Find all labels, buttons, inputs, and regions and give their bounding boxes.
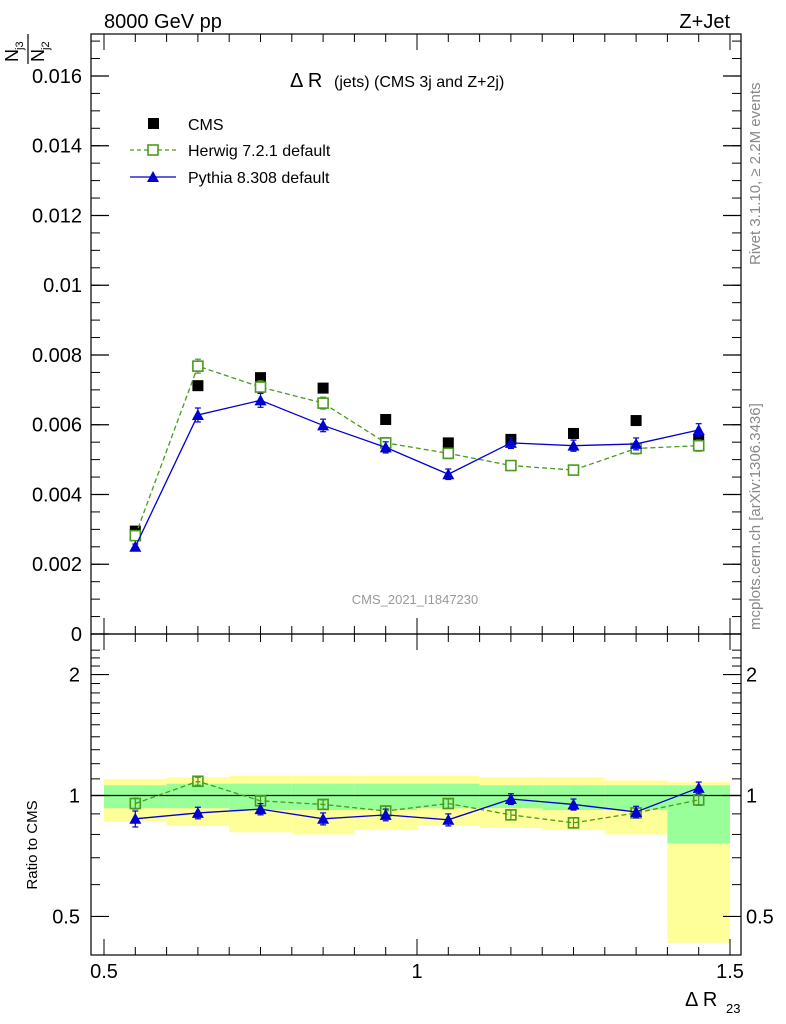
data-point-cms	[380, 414, 392, 426]
ylabel-denominator: N	[28, 49, 48, 62]
ratio-point-herwig	[567, 817, 580, 829]
data-point-cms	[630, 415, 642, 427]
main-y-tick-label: 0.014	[32, 136, 82, 158]
data-point-pythia	[317, 419, 330, 431]
legend-label-herwig: Herwig 7.2.1 default	[188, 143, 331, 160]
xlabel-symbol: Δ R	[685, 989, 717, 1011]
ratio-point-herwig	[692, 794, 705, 806]
ratio-point-pythia	[567, 798, 580, 810]
ratio-point-herwig	[129, 797, 142, 810]
main-y-tick-label: 0.012	[32, 205, 82, 227]
data-point-cms	[693, 433, 705, 445]
ratio-point-pythia	[191, 806, 204, 818]
series-line-1	[134, 365, 699, 536]
data-point-herwig	[192, 360, 204, 372]
data-point-herwig	[254, 381, 267, 393]
data-point-cms	[568, 427, 579, 439]
data-point-herwig	[692, 439, 705, 452]
data-point-pythia	[379, 441, 392, 453]
ratio-y-tick-label-left: 1	[69, 786, 80, 808]
legend-entry-herwig: Herwig 7.2.1 default	[130, 143, 331, 160]
rivet-version-text: Rivet 3.1.10, ≥ 2.2M events	[747, 83, 764, 266]
data-point-herwig	[317, 397, 329, 409]
main-y-tick-label: 0.016	[32, 66, 82, 88]
main-y-tick-label: 0.008	[32, 345, 82, 367]
ratio-panel: 0.5 1 2 0.5 1 2 0.5 1 1.5 Ratio to CMS Δ R 23	[24, 633, 774, 1016]
ratio-point-pythia	[317, 812, 330, 824]
ratio-point-herwig	[505, 809, 517, 821]
main-title-symbol: Δ R	[290, 70, 322, 92]
ylabel-denominator-sub: j2	[40, 41, 52, 51]
mcplots-text: mcplots.cern.ch [arXiv:1306.3436]	[747, 403, 764, 630]
data-point-cms	[442, 437, 454, 449]
main-y-tick-label: 0.006	[32, 415, 82, 437]
ratio-point-pythia	[129, 812, 142, 824]
ratio-point-pythia	[379, 808, 392, 820]
data-point-pythia	[442, 468, 455, 480]
ratio-axes: 0.5 1 2 0.5 1 2 0.5 1 1.5	[52, 633, 774, 983]
main-y-tick-label: 0.01	[43, 275, 82, 297]
ratio-point-pythia	[504, 793, 517, 805]
main-ylabel: N j3 N j2	[2, 34, 52, 64]
ratio-series-line-0	[135, 780, 699, 824]
x-tick-label: 1	[411, 961, 422, 983]
data-point-pythia	[191, 408, 204, 420]
main-y-tick-label: 0.004	[32, 484, 82, 506]
header-right: Z+Jet	[679, 11, 730, 33]
ratio-point-pythia	[442, 813, 455, 825]
ratio-y-tick-label-right: 2	[746, 665, 757, 687]
series-line-2	[134, 399, 699, 548]
legend: CMS Herwig 7.2.1 default Pythia 8.308 de…	[130, 117, 331, 187]
legend-label-cms: CMS	[188, 117, 224, 134]
data-point-herwig	[567, 464, 580, 476]
data-point-pythia	[129, 540, 142, 552]
analysis-watermark: CMS_2021_I1847230	[352, 592, 479, 607]
main-series	[129, 358, 705, 552]
xlabel-sub: 23	[726, 1001, 740, 1016]
legend-label-pythia: Pythia 8.308 default	[188, 170, 330, 187]
ratio-y-tick-label-left: 2	[69, 665, 80, 687]
ratio-point-herwig	[317, 798, 329, 811]
ylabel-numerator-sub: j3	[14, 41, 26, 51]
ratio-series-line-1	[135, 787, 699, 821]
data-point-pythia	[567, 439, 580, 451]
ratio-series	[129, 775, 705, 829]
ratio-y-tick-label-right: 0.5	[746, 906, 774, 928]
legend-marker-cms	[148, 118, 159, 129]
ratio-point-pythia	[630, 805, 643, 817]
data-point-herwig	[505, 459, 517, 472]
header-left: 8000 GeV pp	[104, 11, 222, 33]
ratio-point-pythia	[692, 781, 705, 793]
ratio-point-pythia	[254, 803, 267, 815]
data-point-pythia	[254, 394, 267, 406]
main-title-rest: (jets) (CMS 3j and Z+2j)	[334, 74, 504, 91]
ylabel-numerator: N	[2, 49, 22, 62]
x-tick-label: 1.5	[716, 961, 744, 983]
ratio-y-tick-label-left: 0.5	[52, 906, 80, 928]
ratio-point-herwig	[192, 775, 204, 788]
legend-marker-pythia	[147, 171, 159, 182]
data-point-cms	[192, 380, 204, 392]
main-panel: 0 0.002 0.004 0.006 0.008 0.01 0.012 0.014 0.016…	[2, 33, 742, 646]
legend-entry-cms: CMS	[148, 117, 224, 134]
ratio-ylabel: Ratio to CMS	[24, 800, 41, 889]
main-y-tick-label: 0	[71, 624, 82, 646]
data-point-pythia	[692, 423, 705, 435]
legend-marker-herwig	[147, 144, 159, 156]
x-tick-label: 0.5	[90, 961, 118, 983]
data-point-pythia	[630, 437, 643, 449]
data-point-cms	[255, 372, 266, 384]
data-point-cms	[317, 382, 329, 394]
uncertainty-band-inner	[104, 785, 167, 809]
data-point-herwig	[442, 447, 455, 460]
main-y-tick-label: 0.002	[32, 554, 82, 576]
legend-entry-pythia: Pythia 8.308 default	[130, 170, 330, 187]
ratio-y-tick-label-right: 1	[746, 786, 757, 808]
ratio-frame	[90, 633, 742, 956]
ratio-point-herwig	[442, 797, 455, 810]
data-point-pythia	[504, 436, 517, 448]
